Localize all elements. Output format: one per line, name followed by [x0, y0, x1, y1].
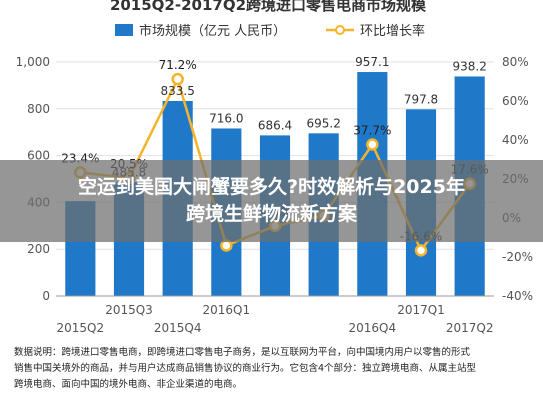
y-right-tick-label: 60% [502, 94, 529, 108]
bar-value-label: 686.4 [258, 118, 292, 132]
x-tick-label: 2017Q1 [397, 303, 445, 317]
y-right-tick-label: 80% [502, 55, 529, 69]
bar-value-label: 833.5 [160, 84, 194, 98]
chart-title: 2015Q2-2017Q2跨境进口零售电商市场规模 [110, 0, 427, 14]
overlay-banner: 空运到美国大闸蟹要多久?时效解析与2025年 跨境生鲜物流新方案 [0, 160, 543, 242]
y-left-tick-label: 200 [27, 242, 50, 256]
footnote-line-2: 销售中国关境外的商品，并与用户达成商品销售协议的商业行为。它包含4个部分：独立跨… [14, 363, 477, 374]
y-left-tick-label: 600 [27, 149, 50, 163]
y-right-tick-label: -20% [502, 250, 533, 264]
growth-rate-point [171, 72, 184, 86]
x-tick-label: 2015Q3 [105, 303, 153, 317]
x-tick-label: 2016Q1 [203, 303, 251, 317]
bar-value-label: 695.2 [306, 116, 340, 130]
banner-line-2: 跨境生鲜物流新方案 [185, 203, 357, 225]
legend-marker-line [335, 25, 345, 35]
legend-swatch-bar [115, 24, 133, 36]
y-right-tick-label: 40% [502, 133, 529, 147]
bar-value-label: 797.8 [404, 92, 438, 106]
growth-rate-point [366, 138, 379, 151]
legend-label-bar: 市场规模（亿元 人民币） [139, 23, 286, 39]
data-footnote: 数据说明：跨境进口零售电商，即跨境进口零售电子商务，是以互联网为平台，向中国境内… [14, 345, 534, 393]
x-tick-label: 2016Q4 [349, 321, 397, 335]
growth-rate-label: 37.7% [353, 123, 391, 137]
growth-rate-point [414, 244, 428, 257]
y-left-tick-label: 0 [42, 289, 50, 303]
bar-value-label: 938.2 [452, 59, 486, 73]
x-tick-label: 2015Q2 [57, 321, 105, 335]
y-left-tick-label: 1,000 [16, 55, 50, 69]
y-left-tick-label: 800 [27, 102, 50, 116]
x-tick-label: 2015Q4 [154, 321, 202, 335]
y-right-tick-label: -40% [502, 289, 533, 303]
x-tick-label: 2017Q2 [446, 321, 494, 335]
banner-line-1: 空运到美国大闸蟹要多久?时效解析与2025年 [78, 176, 465, 198]
bar-value-label: 957.1 [355, 55, 389, 69]
legend-label-line: 环比增长率 [360, 23, 425, 39]
footnote-line-1: 数据说明：跨境进口零售电商，即跨境进口零售电子商务，是以互联网为平台，向中国境内… [14, 347, 471, 358]
bar-value-label: 716.0 [209, 111, 243, 125]
growth-rate-label: 71.2% [159, 58, 197, 72]
footnote-line-3: 跨境电商、面向中国的境外电商、非企业渠道的电商。 [14, 379, 243, 390]
